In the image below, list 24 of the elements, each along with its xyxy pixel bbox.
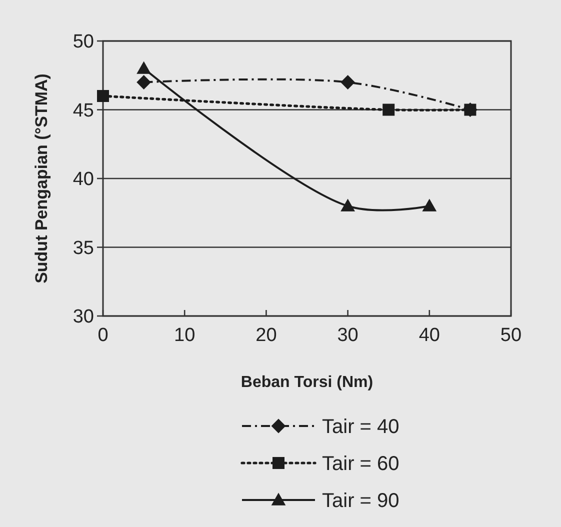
y-axis-title: Sudut Pengapian (°STMA): [32, 74, 51, 284]
x-tick-label: 30: [337, 325, 358, 346]
legend-label: Tair = 90: [322, 490, 400, 512]
legend-label: Tair = 60: [322, 453, 400, 475]
y-tick-label: 30: [72, 306, 94, 328]
x-tick-label: 20: [256, 325, 277, 346]
y-tick-label: 35: [72, 238, 94, 259]
x-axis-title: Beban Torsi (Nm): [240, 374, 374, 391]
point: [464, 104, 476, 116]
legend-label: Tair = 40: [322, 416, 400, 438]
point: [136, 75, 151, 90]
x-tick-label: 10: [174, 325, 196, 346]
y-tick-label: 40: [72, 169, 94, 190]
y-tick-label: 50: [72, 32, 94, 53]
point: [340, 75, 355, 90]
x-tick-label: 0: [98, 325, 108, 346]
point: [382, 104, 395, 116]
x-tick-label: 50: [500, 325, 522, 346]
x-tick-label: 40: [418, 325, 440, 346]
point: [97, 90, 109, 102]
point: [422, 198, 437, 212]
point: [136, 61, 151, 74]
y-tick-label: 45: [72, 100, 94, 122]
point: [340, 198, 355, 212]
